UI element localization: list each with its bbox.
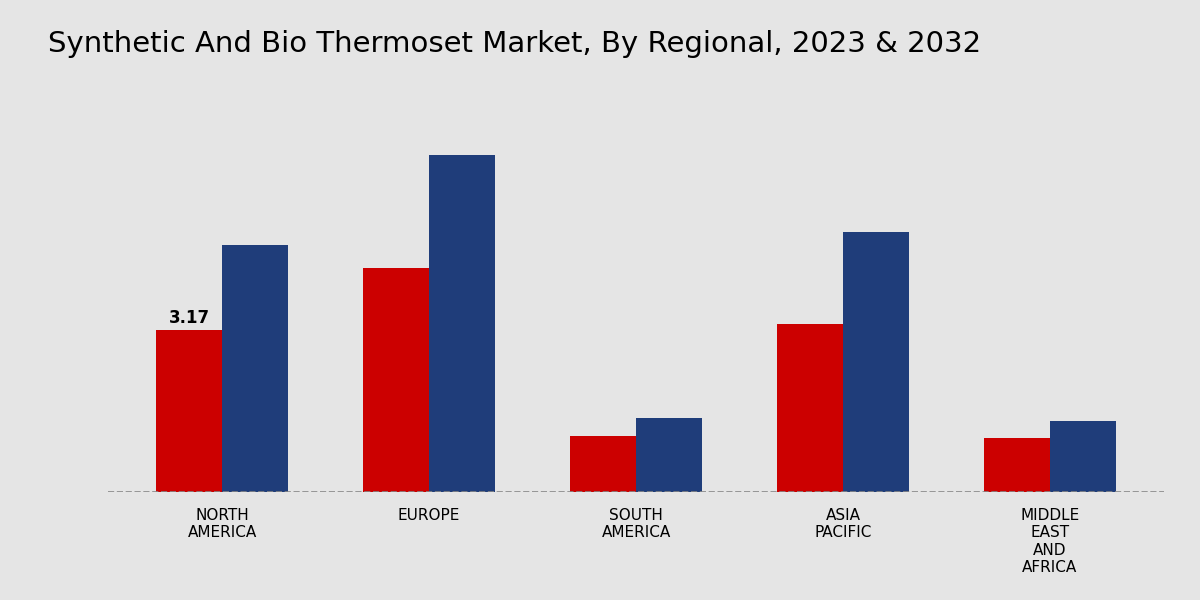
Bar bbox=[430, 155, 496, 492]
Text: 3.17: 3.17 bbox=[168, 309, 210, 327]
Bar bbox=[842, 232, 910, 492]
Bar bbox=[1050, 421, 1116, 492]
Bar bbox=[636, 418, 702, 492]
Text: Synthetic And Bio Thermoset Market, By Regional, 2023 & 2032: Synthetic And Bio Thermoset Market, By R… bbox=[48, 30, 982, 58]
Bar bbox=[984, 439, 1050, 492]
Bar bbox=[156, 331, 222, 492]
Bar bbox=[222, 245, 288, 492]
Bar bbox=[776, 323, 842, 492]
Bar bbox=[570, 436, 636, 492]
Bar bbox=[362, 268, 430, 492]
